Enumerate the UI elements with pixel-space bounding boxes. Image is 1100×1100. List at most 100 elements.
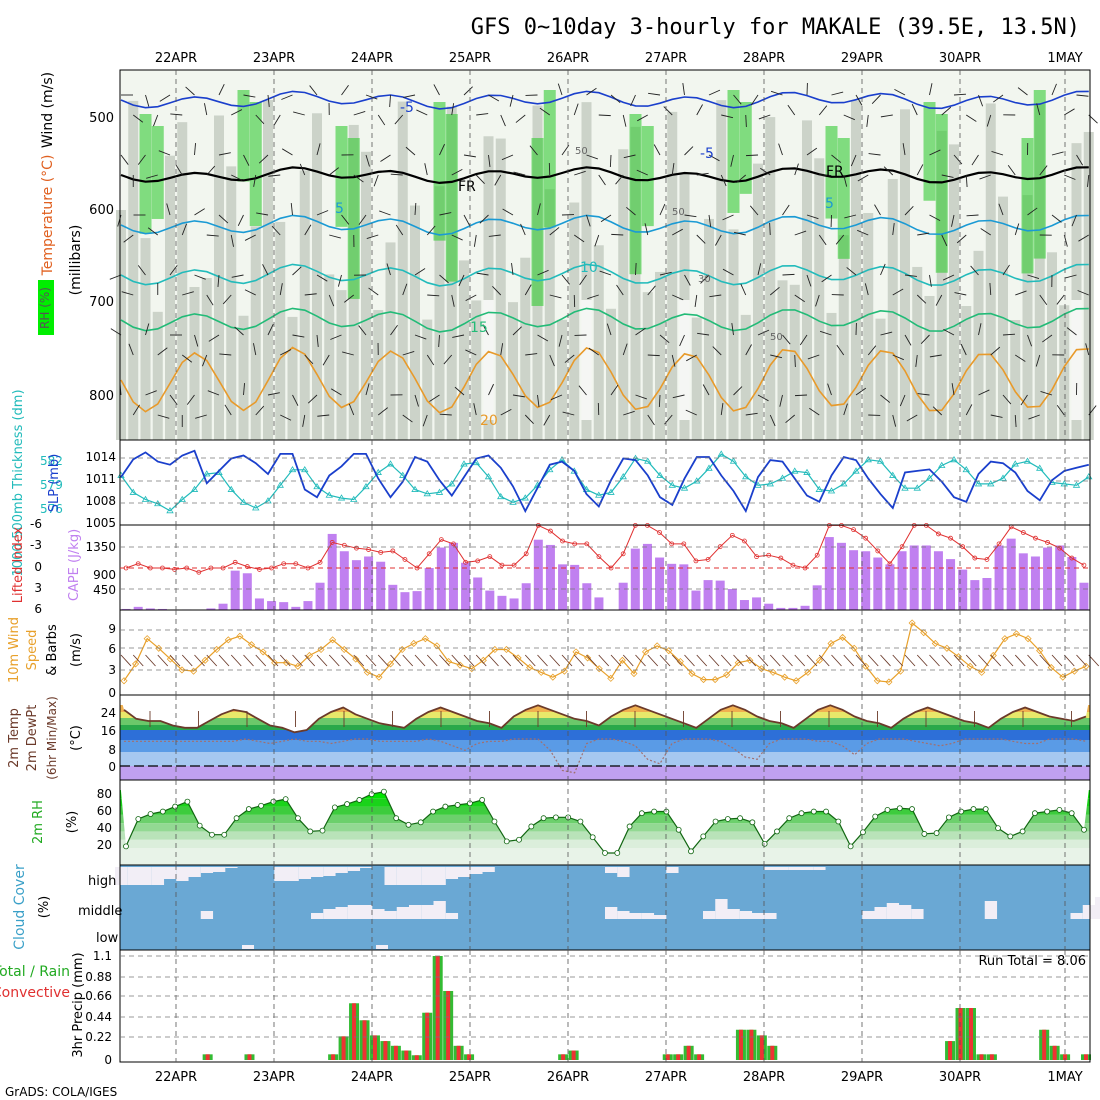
wind-barb: [993, 94, 1004, 103]
wind-barb: [779, 394, 783, 407]
wind-barb: [181, 354, 193, 363]
wind-barb: [686, 354, 697, 362]
wind-speed-point: [398, 645, 406, 654]
wind-barb: [348, 403, 355, 416]
precip-tick: 0.88: [85, 970, 112, 984]
thickness-point: [337, 494, 346, 501]
wind-barb-10m: [978, 654, 989, 667]
precip-tick: 0.66: [85, 989, 112, 1003]
rh-moist: [139, 114, 152, 234]
wind-barb: [782, 204, 790, 216]
date-label-bottom: 25APR: [449, 1070, 491, 1085]
precip-conv-bar: [697, 1054, 702, 1060]
wind-barb-10m: [573, 654, 585, 667]
rh-shade: [667, 111, 678, 440]
footer-credit: GrADS: COLA/IGES: [5, 1085, 117, 1099]
wind-barb: [439, 212, 452, 216]
wind-barb: [902, 143, 906, 156]
lifted-index-point: [329, 540, 335, 545]
cape-bar: [970, 580, 980, 610]
cape-bar: [157, 608, 167, 610]
wind-barb: [708, 154, 720, 162]
wind-barb-10m: [867, 654, 879, 667]
wind-barb: [818, 105, 828, 116]
wind-barb: [1085, 343, 1090, 356]
wind-barb: [243, 383, 245, 396]
thickness-point: [350, 495, 358, 502]
cape-bar: [388, 584, 398, 610]
rh-dry: [581, 300, 592, 420]
cloud-high-bar: [813, 867, 826, 870]
wind-barb: [720, 403, 724, 416]
precip-conv-bar: [759, 1035, 764, 1060]
cloud-mid-bar: [715, 899, 728, 919]
cape-bar: [279, 602, 289, 610]
rh-point: [381, 788, 387, 795]
wind-barb: [121, 291, 134, 296]
cape-bar: [1006, 538, 1016, 610]
cloud-mid-bar: [200, 911, 214, 919]
slp-tick: 1011: [85, 472, 116, 486]
rh-point: [1007, 833, 1014, 840]
lifted-index-point: [366, 547, 371, 552]
wind-barb: [712, 346, 722, 356]
wind-speed-point: [781, 673, 789, 681]
cloud-level-label: low: [96, 931, 119, 946]
wind-speed-point: [387, 660, 395, 668]
wind-barb-10m: [892, 654, 904, 667]
wind-barb: [894, 88, 906, 96]
temp-tick: 16: [101, 724, 116, 738]
rh-shade: [557, 319, 567, 440]
rh-moist: [825, 126, 838, 219]
wind-barb: [439, 413, 452, 416]
wind-barb-10m: [561, 654, 573, 667]
rh-shade: [226, 166, 237, 441]
cloud-high-bar: [200, 867, 214, 873]
wind-barb: [365, 383, 370, 396]
cloud-high-bar: [764, 867, 777, 870]
wind-barb-10m: [720, 654, 732, 667]
thickness-point: [693, 477, 701, 484]
wind-barb-10m: [206, 654, 218, 667]
wind-barb: [132, 404, 140, 416]
wind-barb: [953, 93, 967, 96]
wind-barb: [475, 174, 485, 184]
precip-run-total: Run Total = 8.06: [978, 954, 1086, 969]
wind-barb: [1039, 294, 1048, 305]
wind-barb: [416, 109, 428, 116]
rh-moist: [739, 102, 752, 194]
rh-point: [516, 836, 522, 843]
wind-barb: [501, 154, 514, 161]
wind-barb: [757, 263, 762, 276]
wind-barb: [293, 111, 305, 116]
wind-barb: [145, 323, 150, 336]
rh-point: [724, 816, 731, 822]
wind-barb: [929, 149, 941, 156]
rh-point: [626, 823, 633, 830]
rh-shade: [851, 100, 861, 440]
wind-barb: [821, 274, 832, 283]
wind-barb: [906, 414, 918, 422]
wind-speed-point: [178, 666, 186, 674]
cloud-high-bar: [274, 867, 287, 881]
rh-shade: [569, 202, 580, 440]
wind-barb: [365, 154, 370, 167]
wind-barb: [377, 407, 388, 416]
wind-barb: [599, 270, 612, 276]
rh-dry: [679, 300, 690, 420]
wind-barb-10m: [390, 654, 401, 667]
cape-bar: [230, 570, 240, 610]
rh-contour-label: 50: [770, 332, 783, 343]
wind-barb: [750, 94, 759, 106]
wind-barb: [659, 271, 672, 276]
cape-bar: [788, 607, 798, 610]
date-label-top: 26APR: [547, 51, 589, 66]
wind-barb: [500, 408, 512, 416]
thickness-point: [987, 480, 995, 487]
temp-contour-20: [120, 346, 1089, 414]
precip-panel: [119, 949, 1091, 1063]
thickness-point: [141, 495, 150, 502]
rh-shade: [1022, 195, 1033, 440]
cloud-high-bar: [335, 867, 348, 873]
wind-barb: [892, 288, 904, 296]
